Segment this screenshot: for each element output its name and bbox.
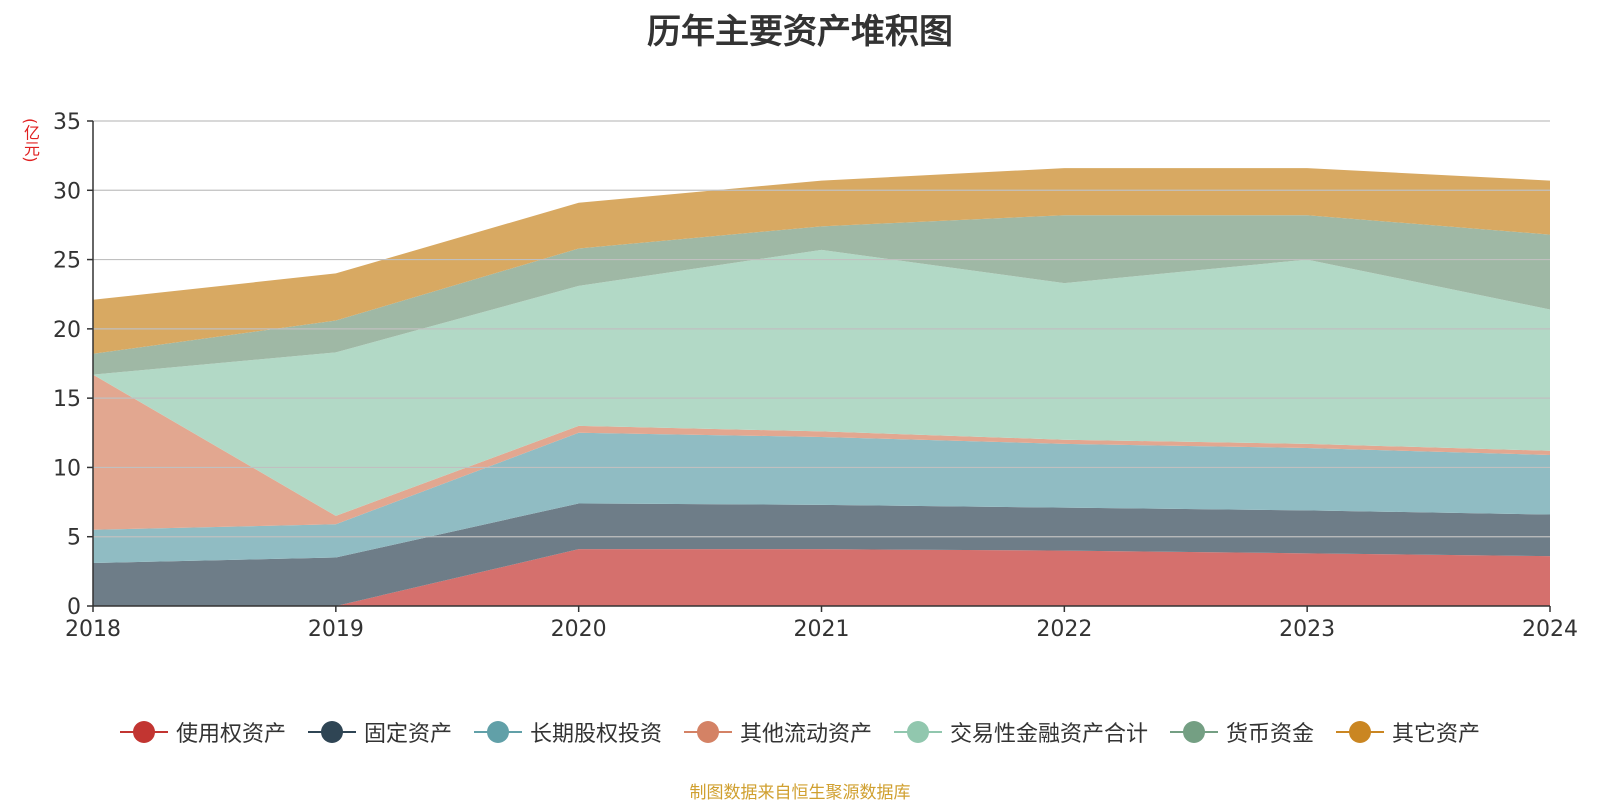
legend-label: 其他流动资产: [739, 722, 872, 747]
chart-legend: 使用权资产 固定资产 长期股权投资 其他流动资产 交易性金融资产合计 货币资金 其它资产: [0, 716, 1600, 748]
chart-title: 历年主要资产堆积图: [647, 12, 953, 52]
x-tick-label: 2019: [308, 617, 364, 642]
legend-label: 其它资产: [1392, 722, 1481, 747]
y-tick-label: 30: [53, 179, 81, 204]
legend-label: 使用权资产: [175, 722, 286, 747]
area-series-5: [93, 215, 1550, 375]
x-tick-label: 2018: [65, 617, 121, 642]
x-tick-label: 2020: [551, 617, 607, 642]
y-tick-label: 10: [53, 456, 81, 481]
x-tick-label: 2024: [1522, 617, 1578, 642]
y-tick-label: 0: [67, 595, 81, 620]
legend-item[interactable]: 其它资产: [1336, 716, 1480, 748]
y-tick-label: 20: [53, 318, 81, 343]
legend-item[interactable]: 货币资金: [1170, 716, 1314, 748]
y-tick-label: 5: [67, 526, 81, 551]
area-series-2: [93, 432, 1550, 564]
legend-item[interactable]: 其他流动资产: [683, 716, 872, 748]
legend-marker-icon: [473, 720, 522, 744]
area-series-0: [93, 549, 1550, 606]
legend-marker-icon: [119, 720, 168, 744]
legend-marker-icon: [307, 720, 356, 744]
legend-label: 货币资金: [1226, 722, 1315, 747]
legend-label: 长期股权投资: [529, 722, 662, 747]
legend-item[interactable]: 长期股权投资: [473, 716, 662, 748]
legend-marker-icon: [683, 720, 732, 744]
legend-item[interactable]: 使用权资产: [119, 716, 286, 748]
area-series-6: [93, 168, 1550, 354]
x-tick-label: 2022: [1036, 617, 1092, 642]
area-series-3: [93, 374, 1550, 530]
x-tick-label: 2021: [794, 617, 850, 642]
legend-marker-icon: [1170, 720, 1219, 744]
y-tick-label: 15: [53, 387, 81, 412]
y-tick-label: 25: [53, 249, 81, 274]
area-series-4: [93, 249, 1550, 516]
x-tick-label: 2023: [1279, 617, 1335, 642]
legend-item[interactable]: 交易性金融资产合计: [894, 716, 1148, 748]
area-series-1: [93, 503, 1550, 606]
y-tick-label: 35: [53, 110, 81, 135]
legend-marker-icon: [894, 720, 942, 744]
legend-item[interactable]: 固定资产: [307, 716, 452, 748]
legend-label: 交易性金融资产合计: [950, 722, 1149, 747]
legend-label: 固定资产: [363, 722, 452, 747]
y-axis-unit-label: (亿元): [21, 118, 40, 163]
legend-marker-icon: [1336, 720, 1385, 744]
source-note: 制图数据来自恒生聚源数据库: [689, 783, 911, 803]
